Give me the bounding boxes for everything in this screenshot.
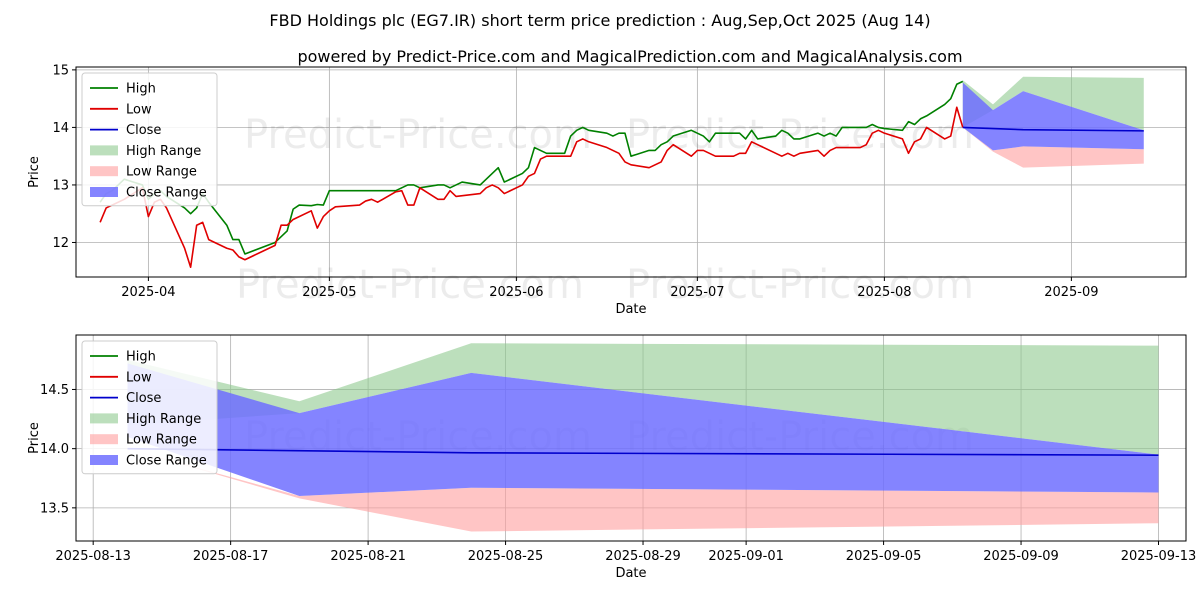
y-tick-label: 14.5 <box>40 383 69 398</box>
y-tick-label: 15 <box>52 63 69 78</box>
high-range-area <box>962 76 1144 131</box>
y-tick-label: 14 <box>52 121 69 136</box>
legend-label: High <box>126 82 156 97</box>
axes-frame <box>75 334 1187 542</box>
axes-frame <box>75 66 1187 278</box>
legend-swatch-close-range <box>90 187 118 197</box>
watermark-text: Predict-Price.com <box>626 262 974 308</box>
bottom-panel: Predict-Price.comPredict-Price.com2025-0… <box>27 334 1197 581</box>
legend: High Low Close High Range Low Range Close Ran… <box>81 72 218 207</box>
legend-label: High Range <box>126 412 201 427</box>
low-range-area <box>127 448 1159 532</box>
close-range-area <box>127 363 1159 497</box>
legend-label: Close Range <box>126 186 207 201</box>
legend-label: Close Range <box>126 454 207 469</box>
high-range-area <box>127 343 1159 455</box>
legend-label: Low Range <box>126 165 197 180</box>
watermark-text: Predict-Price.com <box>244 112 592 158</box>
x-tick-label: 2025-08-21 <box>330 549 406 564</box>
x-axis-label: Date <box>615 302 646 317</box>
low-series-line <box>99 106 964 269</box>
legend-label: Close <box>126 391 161 406</box>
legend-label: High <box>126 350 156 365</box>
legend-label: Low Range <box>126 433 197 448</box>
x-tick-label: 2025-04 <box>121 285 175 300</box>
legend-label: Low <box>126 370 152 385</box>
high-series-line <box>99 80 964 255</box>
x-tick-label: 2025-08-29 <box>605 549 681 564</box>
y-axis-label: Price <box>27 156 42 188</box>
close-series-line <box>962 126 1144 132</box>
x-tick-label: 2025-06 <box>489 285 543 300</box>
plot-area <box>99 76 1144 269</box>
x-tick-label: 2025-08-25 <box>468 549 544 564</box>
x-tick-label: 2025-09-09 <box>983 549 1059 564</box>
x-tick-label: 2025-08-17 <box>193 549 269 564</box>
chart-title: FBD Holdings plc (EG7.IR) short term pri… <box>269 11 930 30</box>
legend-swatch-high-range <box>90 145 118 156</box>
y-tick-label: 13 <box>52 178 69 193</box>
plot-area <box>127 343 1159 532</box>
legend-label: High Range <box>126 144 201 159</box>
legend-label: Close <box>126 123 161 138</box>
y-axis-label: Price <box>27 422 42 454</box>
legend-swatch-high-range <box>90 413 118 424</box>
legend-swatch-low-range <box>90 434 118 445</box>
x-tick-label: 2025-09-13 <box>1121 549 1197 564</box>
watermark-text: Predict-Price.com <box>236 262 584 308</box>
legend: High Low Close High Range Low Range Close Ran… <box>81 340 218 475</box>
x-tick-label: 2025-05 <box>302 285 356 300</box>
x-axis-label: Date <box>615 566 646 581</box>
watermark-text: Predict-Price.com <box>626 112 974 158</box>
chart-subtitle: powered by Predict-Price.com and Magical… <box>297 47 962 66</box>
x-tick-label: 2025-09-01 <box>708 549 784 564</box>
x-tick-label: 2025-09 <box>1044 285 1098 300</box>
close-range-area <box>962 82 1144 151</box>
x-tick-label: 2025-07 <box>670 285 724 300</box>
legend-swatch-close-range <box>90 455 118 465</box>
x-tick-label: 2025-08 <box>857 285 911 300</box>
y-tick-label: 13.5 <box>40 501 69 516</box>
y-tick-label: 12 <box>52 236 69 251</box>
close-series-line <box>127 447 1159 456</box>
legend-label: Low <box>126 102 152 117</box>
legend-swatch-low-range <box>90 166 118 177</box>
top-panel: Predict-Price.com Predict-Price.com Predic… <box>27 63 1187 317</box>
x-tick-label: 2025-08-13 <box>55 549 131 564</box>
low-range-area <box>962 127 1144 168</box>
x-tick-label: 2025-09-05 <box>846 549 922 564</box>
y-tick-label: 14.0 <box>40 442 69 457</box>
